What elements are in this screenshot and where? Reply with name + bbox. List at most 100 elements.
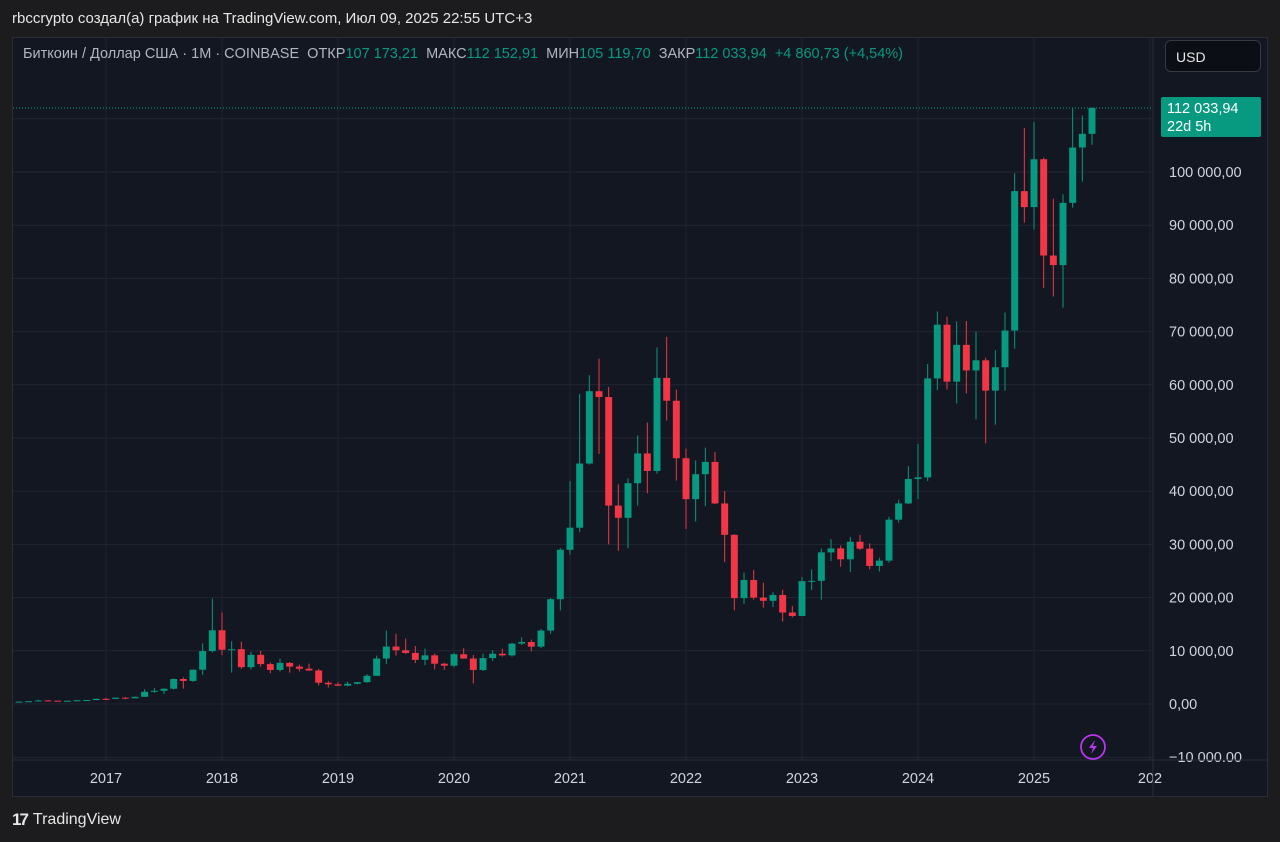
candle [837, 545, 845, 567]
candle-body [759, 597, 767, 601]
candle [34, 699, 42, 702]
candle [276, 658, 284, 672]
footer-brand[interactable]: 17 TradingView [12, 808, 121, 832]
candle [875, 557, 883, 572]
price-tick-label: 60 000,00 [1169, 378, 1234, 394]
candle [63, 700, 71, 702]
candle [933, 311, 941, 391]
candle [643, 422, 651, 494]
candle-body [1078, 133, 1086, 148]
candle [1020, 127, 1028, 223]
date-tick-label: 202 [1138, 771, 1162, 787]
candle [440, 662, 448, 670]
candle-body [469, 658, 477, 670]
date-tick-label: 2019 [322, 771, 354, 787]
candle-body [373, 658, 381, 676]
candle [1088, 107, 1096, 145]
candle-body [92, 698, 100, 701]
candle-body [421, 655, 429, 660]
candle-body [189, 669, 197, 681]
candle-body [827, 548, 835, 553]
candle-body [875, 560, 883, 566]
candle-body [112, 697, 120, 699]
candle-body [856, 541, 864, 549]
last-price-line: 112 033,94 22d 5h [13, 96, 1261, 137]
candle-body [228, 649, 236, 651]
candle-body [1011, 191, 1019, 331]
candle-body [788, 612, 796, 616]
candle-body [1030, 159, 1038, 208]
candle [247, 651, 255, 670]
candle-body [508, 643, 516, 656]
candle-body [924, 378, 932, 478]
brand-name: TradingView [32, 811, 121, 828]
candle-body [25, 701, 33, 703]
candle-body [170, 678, 178, 689]
candle [324, 681, 332, 688]
candle-body [150, 690, 158, 692]
candle [392, 633, 400, 656]
candle [1049, 198, 1057, 297]
candle-body [798, 581, 806, 616]
candle-body [1040, 159, 1048, 256]
candle [663, 336, 671, 421]
candle [595, 358, 603, 454]
chart-frame[interactable]: 112 033,94 22d 5h 100 000,00 90 000,00 80 0… [12, 37, 1268, 797]
lightning-icon[interactable] [1080, 734, 1106, 760]
candle [489, 650, 497, 661]
candle-body [1069, 147, 1077, 203]
symbol-label[interactable]: Биткоин / Доллар США · 1M · COINBASE [23, 46, 300, 62]
candle-body [547, 599, 555, 631]
candle-body [160, 688, 168, 691]
candle-body [866, 548, 874, 566]
candlestick-chart[interactable]: 112 033,94 22d 5h 100 000,00 90 000,00 80 0… [13, 38, 1268, 797]
date-tick-label: 2022 [670, 771, 702, 787]
price-tick-label: 100 000,00 [1169, 165, 1242, 181]
candle [1078, 115, 1086, 182]
candle [102, 697, 110, 701]
candle [295, 664, 303, 672]
candle [508, 642, 516, 657]
candle [991, 350, 999, 425]
candle [953, 321, 961, 404]
date-tick-label: 2023 [786, 771, 818, 787]
candle-body [663, 377, 671, 401]
candle-body [73, 700, 81, 702]
date-tick-label: 2018 [206, 771, 238, 787]
candle-body [624, 483, 632, 518]
candle [189, 669, 197, 682]
currency-button[interactable]: USD [1165, 40, 1261, 72]
candle [1069, 108, 1077, 208]
candle [450, 652, 458, 668]
candle [266, 662, 274, 674]
candle [15, 701, 23, 703]
candle [856, 534, 864, 551]
candle-body [247, 654, 255, 668]
candle [895, 499, 903, 523]
candle [344, 681, 352, 687]
change-value: +4 860,73 (+4,54%) [774, 46, 904, 62]
candle-body [102, 698, 110, 700]
candle [827, 539, 835, 561]
last-price-tag-value: 112 033,94 [1167, 101, 1239, 117]
candle-body [83, 700, 91, 702]
close-value: 112 033,94 [695, 46, 767, 62]
candle-body [324, 682, 332, 685]
candle [518, 637, 526, 645]
candle [479, 653, 487, 672]
candle [585, 375, 593, 465]
candle-body [914, 477, 922, 479]
candle [808, 569, 816, 591]
candle-body [392, 646, 400, 651]
price-tick-label: 40 000,00 [1169, 484, 1234, 500]
candle-body [653, 377, 661, 471]
candle-body [692, 474, 700, 500]
candle [759, 582, 767, 608]
candle-body [131, 696, 139, 699]
candle-body [740, 580, 748, 599]
candle [605, 386, 613, 545]
candle [73, 700, 81, 702]
candle-body [904, 478, 912, 504]
candle [286, 661, 294, 673]
candle [769, 592, 777, 608]
